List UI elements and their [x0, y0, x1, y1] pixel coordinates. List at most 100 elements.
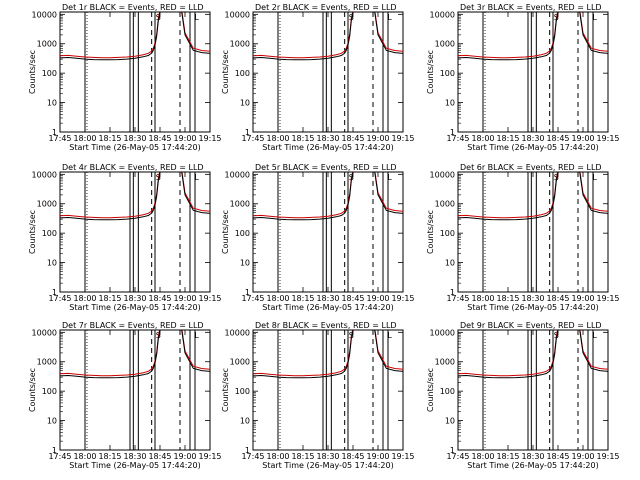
panel-3-series-events [458, 12, 608, 61]
panel-9-ytick-label: 1000 [435, 358, 455, 367]
panel-3-ytick-label: 10000 [430, 10, 455, 19]
panel-6-ytick-label: 10000 [430, 170, 455, 179]
panel-7-xlabel: Start Time (26-May-05 17:44:20) [69, 461, 200, 470]
panel-4-xtick-label: 19:00 [173, 294, 196, 303]
panel-3-xlabel: Start Time (26-May-05 17:44:20) [467, 143, 598, 152]
panel-1-series-events [60, 12, 210, 61]
panel-3-ytick-label: 1000 [435, 40, 455, 49]
panel-2-xtick-label: 18:15 [291, 134, 314, 143]
panel-5-series-events [253, 172, 403, 221]
panel-3-xtick-label: 18:45 [546, 134, 569, 143]
panel-3-marker-l: L [592, 13, 597, 22]
panel-2-ytick-label: 100 [235, 69, 250, 78]
panel-1-ytick-label: 100 [42, 69, 57, 78]
panel-1-xtick-label: 18:15 [98, 134, 121, 143]
panel-1-marker-l: L [194, 13, 199, 22]
panel-2-title: Det 2r BLACK = Events, RED = LLD [255, 3, 397, 12]
panel-4-ytick-label: 10000 [32, 170, 57, 179]
panel-4-ytick-label: 10 [47, 259, 57, 268]
panel-2-axes-frame [252, 11, 404, 133]
panel-9-series-events [458, 330, 608, 379]
panel-5-xtick-label: 18:00 [266, 294, 289, 303]
panel-6-xtick-label: 19:00 [571, 294, 594, 303]
panel-5-xtick-label: 18:15 [291, 294, 314, 303]
panel-6-xtick-label: 17:45 [446, 294, 469, 303]
panel-7-title: Det 7r BLACK = Events, RED = LLD [62, 321, 204, 330]
panel-6-marker-l: L [592, 173, 597, 182]
panel-7-xtick-label: 17:45 [48, 452, 71, 461]
panel-6-xtick-label: 18:45 [546, 294, 569, 303]
panel-9-xlabel: Start Time (26-May-05 17:44:20) [467, 461, 598, 470]
panel-5-ytick-label: 1000 [230, 200, 250, 209]
panel-5-ytick-label: 10000 [225, 170, 250, 179]
panel-1-xtick-label: 18:00 [73, 134, 96, 143]
panel-6-xlabel: Start Time (26-May-05 17:44:20) [467, 303, 598, 312]
panel-6-title: Det 6r BLACK = Events, RED = LLD [460, 163, 602, 172]
panel-1-xlabel: Start Time (26-May-05 17:44:20) [69, 143, 200, 152]
panel-1-ytick-label: 1000 [37, 40, 57, 49]
panel-4-ytick-label: 100 [42, 229, 57, 238]
panel-5-xlabel: Start Time (26-May-05 17:44:20) [262, 303, 393, 312]
panel-9-ytick-label: 100 [440, 387, 455, 396]
panel-7-xtick-label: 18:45 [148, 452, 171, 461]
panel-4-ytick-label: 1000 [37, 200, 57, 209]
panel-9-xtick-label: 18:15 [496, 452, 519, 461]
panel-5-xtick-label: 18:45 [341, 294, 364, 303]
panel-8-xlabel: Start Time (26-May-05 17:44:20) [262, 461, 393, 470]
panel-2-xtick-label: 18:00 [266, 134, 289, 143]
panel-1-ytick-label: 1 [52, 128, 57, 137]
panel-7-series-events [60, 330, 210, 379]
panel-6-xtick-label: 18:00 [471, 294, 494, 303]
panel-8-marker-l: L [387, 331, 392, 340]
panel-4-ytick-label: 1 [52, 288, 57, 297]
panel-4-xlabel: Start Time (26-May-05 17:44:20) [69, 303, 200, 312]
panel-2-xlabel: Start Time (26-May-05 17:44:20) [262, 143, 393, 152]
panel-3-xtick-label: 17:45 [446, 134, 469, 143]
panel-3-ytick-label: 10 [445, 99, 455, 108]
panel-2-ytick-label: 10 [240, 99, 250, 108]
panel-9-xtick-label: 19:15 [596, 452, 619, 461]
panel-3-ytick-label: 100 [440, 69, 455, 78]
panel-1-xtick-label: 19:00 [173, 134, 196, 143]
panel-3-xtick-label: 18:30 [521, 134, 544, 143]
panel-1-xtick-label: 18:30 [123, 134, 146, 143]
panel-7-xtick-label: 18:30 [123, 452, 146, 461]
panel-2-ytick-label: 1 [245, 128, 250, 137]
panel-4-marker-l: L [194, 173, 199, 182]
panel-3-ylabel: Counts/sec [426, 50, 435, 94]
panel-9-marker-l: L [592, 331, 597, 340]
panel-5-xtick-label: 19:15 [391, 294, 414, 303]
panel-3-xtick-label: 18:00 [471, 134, 494, 143]
panel-8-ytick-label: 10 [240, 417, 250, 426]
panel-8-ytick-label: 10000 [225, 328, 250, 337]
panel-2-xtick-label: 19:00 [366, 134, 389, 143]
panel-5-ytick-label: 1 [245, 288, 250, 297]
panel-8-xtick-label: 17:45 [241, 452, 264, 461]
panel-6-xtick-label: 18:30 [521, 294, 544, 303]
panel-6-xtick-label: 19:15 [596, 294, 619, 303]
panel-6-ytick-label: 1000 [435, 200, 455, 209]
panel-8-ytick-label: 1 [245, 446, 250, 455]
panel-4-xtick-label: 18:15 [98, 294, 121, 303]
panel-2-xtick-label: 19:15 [391, 134, 414, 143]
panel-7-ytick-label: 1 [52, 446, 57, 455]
panel-9-xtick-label: 17:45 [446, 452, 469, 461]
panel-7-marker-l: L [194, 331, 199, 340]
panel-9-xtick-label: 18:45 [546, 452, 569, 461]
panel-9-xtick-label: 18:00 [471, 452, 494, 461]
panel-9-ylabel: Counts/sec [426, 368, 435, 412]
panel-7-ytick-label: 1000 [37, 358, 57, 367]
panel-2-series-events [253, 12, 403, 61]
panel-3-xtick-label: 18:15 [496, 134, 519, 143]
panel-6-ytick-label: 10 [445, 259, 455, 268]
panel-2-marker-l: L [387, 13, 392, 22]
panel-1-xtick-label: 17:45 [48, 134, 71, 143]
panel-8-xtick-label: 18:30 [316, 452, 339, 461]
panel-4-xtick-label: 18:30 [123, 294, 146, 303]
panel-5-title: Det 5r BLACK = Events, RED = LLD [255, 163, 397, 172]
panel-7-axes-frame [59, 329, 211, 451]
panel-5-marker-l: L [387, 173, 392, 182]
panel-4-ylabel: Counts/sec [28, 210, 37, 254]
panel-9-axes-frame [457, 329, 609, 451]
